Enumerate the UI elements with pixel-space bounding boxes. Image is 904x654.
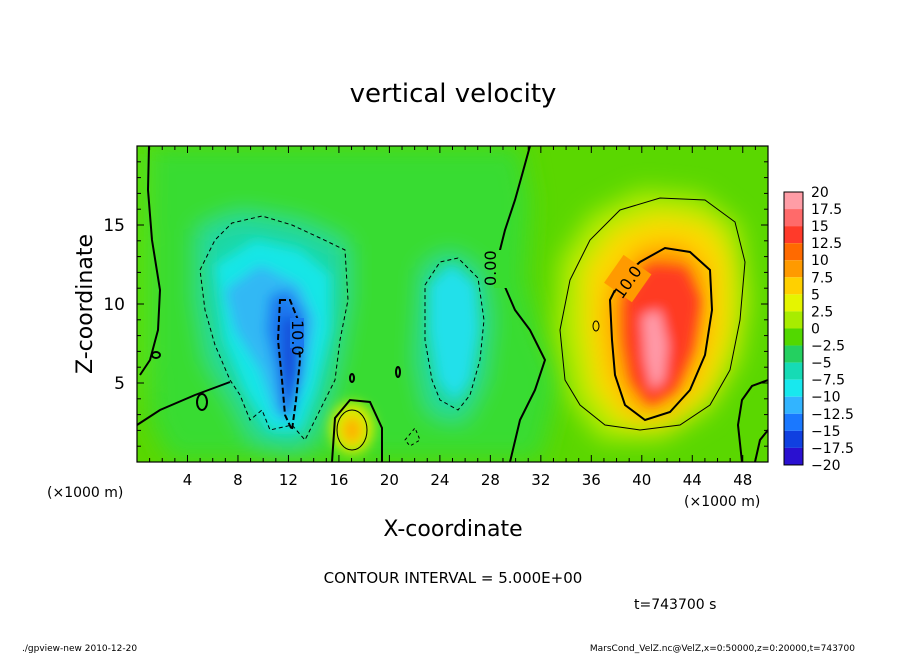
colorbar-swatch [784,294,803,312]
colorbar-label: −7.5 [811,373,845,389]
footer-right: MarsCond_VelZ.nc@VelZ,x=0:50000,z=0:2000… [590,644,855,654]
field-downdraft-mid-cyan [430,265,478,400]
colorbar-label: −5 [811,356,832,372]
y-tick-label: 15 [103,216,125,236]
colorbar-swatch [784,328,803,346]
colorbar-swatch [784,209,803,227]
colorbar-label: 5 [811,287,820,303]
colorbar-swatch [784,243,803,261]
colorbar-swatch [784,226,803,244]
zero-contour-right [736,379,768,462]
x-tick-label: 48 [733,471,752,489]
x-axis-label: X-coordinate [383,517,522,542]
chart-title: vertical velocity [350,79,557,109]
colorbar-label: 0 [811,321,820,337]
x-tick-label: 16 [329,471,348,489]
x-tick-label: 4 [183,471,193,489]
colorbar-swatch [784,447,803,465]
contour-interval-text: CONTOUR INTERVAL = 5.000E+00 [324,569,583,587]
y-tick-label: 5 [114,374,125,394]
x-tick-label: 36 [582,471,601,489]
zero-contour-blob-b [349,373,355,383]
colorbar-swatch [784,345,803,363]
x-tick-label: 40 [632,471,651,489]
zero-contour-blob-c [395,366,401,378]
zero-contour-small [331,398,383,462]
y-axis-label: Z-coordinate [73,234,98,374]
colorbar-swatch [784,260,803,278]
colorbar-label: 7.5 [811,270,833,286]
neg5-contour-left [199,215,349,441]
pos5-contour-blob [592,320,600,332]
colorbar-swatch [784,311,803,329]
zero-contour-blob-d [151,351,161,359]
x-tick-label: 24 [430,471,449,489]
contours [137,146,768,462]
colorbar-label: 17.5 [811,202,842,218]
colorbar-label: 10 [811,253,829,269]
colorbar-label: 20 [811,185,829,201]
axes [136,145,769,463]
footer-left: ./gpview-new 2010-12-20 [22,644,137,654]
x-tick-label: 28 [481,471,500,489]
plot-area: 10.0 0.00 10.0 [137,146,768,462]
y-tick-label: 10 [103,295,125,315]
colorbar-label: −15 [811,424,841,440]
pos10-contour-updraft [608,246,714,422]
colorbar-swatch [784,192,803,210]
colorbar-label: −2.5 [811,339,845,355]
x-tick-label: 20 [380,471,399,489]
colorbar-swatch [784,362,803,380]
colorbar-swatch [784,413,803,431]
zero-contour-left-bottom [137,381,231,426]
colorbar-label: −12.5 [811,407,854,423]
colorbar-swatch [784,379,803,397]
colorbar-label: 2.5 [811,304,833,320]
colorbar-label: −17.5 [811,441,854,457]
colorbar-frame [783,191,804,466]
neg5-contour-mid-b [404,427,421,447]
zero-contour-right-top [498,146,547,462]
contour-label-left: 10.0 [288,320,307,356]
field-updraft-core [642,310,668,390]
x-unit-label-left: (×1000 m) [47,485,123,501]
x-tick-label: 44 [683,471,702,489]
x-tick-label: 12 [279,471,298,489]
colorbar-label: −20 [811,458,841,474]
x-unit-label-right: (×1000 m) [684,494,760,510]
neg5-contour-mid [424,257,485,411]
colorbar-swatch [784,396,803,414]
field-small-updraft-core [342,416,362,444]
neg10-contour-left [276,299,302,434]
colorbar-label: 15 [811,219,829,235]
zero-contour-left [139,146,162,376]
zero-contour-blob-a [196,393,208,411]
pos5-contour-small [336,409,368,451]
contour-label-zero: 0.00 [481,250,500,286]
field-left-green [137,146,160,403]
zero-contour-bottom-right [754,429,768,462]
colorbar-swatch [784,430,803,448]
x-tick-label: 8 [233,471,243,489]
y-tick-labels: 5 10 15 [103,216,125,394]
colorbar-label: 12.5 [811,236,842,252]
pos5-contour-updraft [559,197,746,431]
x-tick-labels: 4 8 12 16 20 24 28 32 36 40 44 48 [183,471,753,489]
colorbar-swatch [784,277,803,295]
x-tick-label: 32 [531,471,550,489]
time-text: t=743700 s [634,597,716,613]
colorbar-label: −10 [811,390,841,406]
